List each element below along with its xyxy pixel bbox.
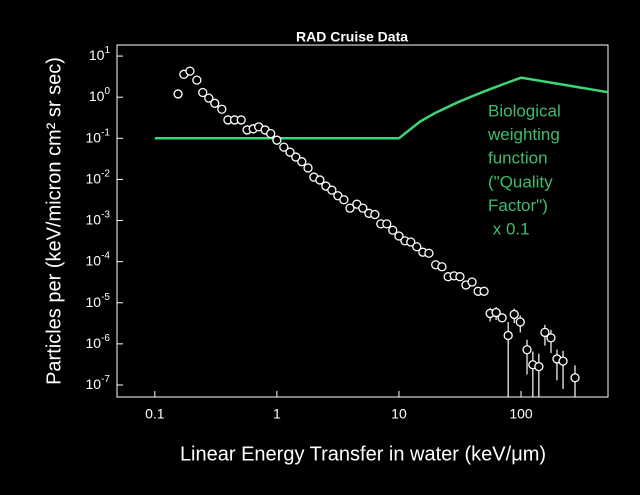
y-tick-exponent: -1 bbox=[101, 127, 110, 138]
data-point bbox=[236, 115, 246, 125]
y-tick-base: 10 bbox=[89, 88, 105, 104]
annotation-line: Biological bbox=[488, 101, 561, 120]
data-point bbox=[467, 277, 477, 287]
x-tick-label: 100 bbox=[509, 406, 533, 422]
data-point bbox=[185, 66, 195, 76]
y-tick-exponent: -6 bbox=[101, 333, 110, 344]
data-point bbox=[327, 185, 337, 195]
chart-title: RAD Cruise Data bbox=[296, 29, 408, 45]
data-point bbox=[570, 373, 580, 383]
data-point bbox=[522, 345, 532, 355]
plot-frame bbox=[116, 44, 609, 398]
weighting-curve bbox=[154, 76, 609, 140]
data-point bbox=[497, 313, 507, 323]
data-point bbox=[540, 327, 550, 338]
data-point bbox=[345, 203, 355, 213]
y-tick-exponent: -4 bbox=[101, 250, 110, 261]
data-point bbox=[339, 195, 349, 205]
annotation-line: x 0.1 bbox=[488, 219, 530, 238]
y-tick-label: 100 bbox=[89, 86, 111, 104]
y-tick-label: 10-4 bbox=[86, 250, 111, 268]
y-tick-label: 10-2 bbox=[86, 168, 111, 186]
data-point bbox=[546, 333, 556, 343]
y-tick-label: 10-6 bbox=[86, 333, 111, 351]
data-point bbox=[272, 135, 282, 145]
x-tick-label: 10 bbox=[391, 406, 407, 422]
data-point bbox=[217, 104, 227, 114]
data-point bbox=[509, 309, 519, 320]
y-tick-base: 10 bbox=[86, 293, 102, 309]
data-point bbox=[479, 286, 489, 296]
y-tick-base: 10 bbox=[86, 252, 102, 268]
y-tick-label: 10-1 bbox=[86, 127, 111, 145]
data-point bbox=[412, 242, 422, 252]
data-point bbox=[370, 209, 380, 220]
y-tick-base: 10 bbox=[86, 170, 102, 186]
annotation-line: function bbox=[488, 149, 548, 168]
data-point bbox=[515, 317, 525, 327]
x-tick-label: 1 bbox=[273, 406, 281, 422]
annotation-line: ("Quality bbox=[488, 172, 553, 191]
data-point bbox=[279, 142, 289, 152]
data-point bbox=[204, 93, 214, 103]
data-point bbox=[266, 128, 276, 139]
y-tick-label: 10-3 bbox=[86, 209, 111, 227]
y-tick-label: 10-5 bbox=[86, 291, 111, 309]
data-point bbox=[198, 87, 208, 98]
data-point bbox=[388, 225, 398, 235]
data-point bbox=[210, 98, 220, 108]
data-point bbox=[491, 307, 501, 318]
data-point bbox=[382, 219, 392, 229]
annotation-line: Factor") bbox=[488, 196, 548, 215]
data-point bbox=[394, 231, 404, 241]
y-tick-exponent: -3 bbox=[101, 209, 110, 220]
y-tick-base: 10 bbox=[86, 376, 102, 392]
data-point bbox=[406, 237, 416, 247]
data-point bbox=[173, 89, 183, 99]
y-tick-exponent: -2 bbox=[101, 168, 110, 179]
y-tick-base: 10 bbox=[86, 335, 102, 351]
data-point bbox=[192, 75, 202, 85]
y-tick-exponent: 0 bbox=[104, 86, 110, 97]
data-point bbox=[315, 175, 325, 185]
y-tick-exponent: -7 bbox=[101, 374, 110, 385]
data-point bbox=[297, 157, 307, 167]
data-point bbox=[285, 147, 295, 157]
data-point bbox=[291, 152, 301, 162]
y-tick-label: 10-7 bbox=[86, 374, 111, 392]
data-point bbox=[424, 248, 434, 258]
y-tick-base: 10 bbox=[86, 129, 102, 145]
y-tick-base: 10 bbox=[86, 211, 102, 227]
y-tick-exponent: -5 bbox=[101, 291, 110, 302]
data-point bbox=[503, 330, 513, 341]
data-point bbox=[358, 203, 368, 213]
y-tick-label: 101 bbox=[89, 45, 111, 63]
data-point bbox=[534, 361, 544, 372]
data-point bbox=[437, 262, 447, 272]
data-point bbox=[455, 272, 465, 282]
y-tick-exponent: 1 bbox=[104, 45, 110, 56]
y-tick-base: 10 bbox=[89, 47, 105, 63]
x-axis-label: Linear Energy Transfer in water (keV/μm) bbox=[180, 443, 546, 465]
annotation-line: weighting bbox=[487, 125, 560, 144]
x-tick-label: 0.1 bbox=[145, 406, 165, 422]
data-point bbox=[303, 163, 313, 173]
data-point bbox=[558, 356, 568, 366]
y-axis-label: Particles per (keV/micron cm² sr sec) bbox=[43, 57, 65, 385]
